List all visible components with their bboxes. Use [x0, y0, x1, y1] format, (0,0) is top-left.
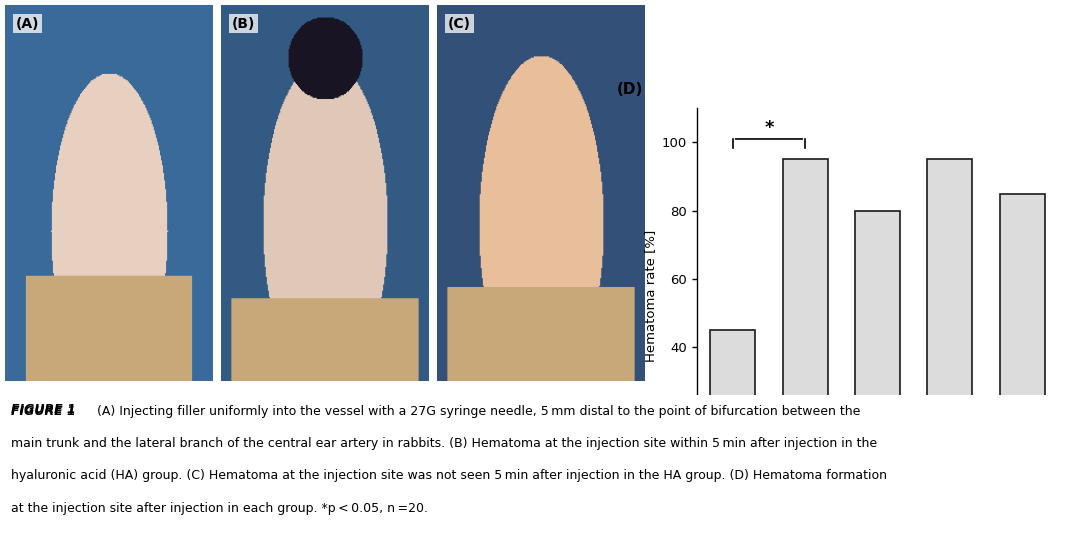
Bar	[783, 160, 827, 484]
Text: FIGURE 1: FIGURE 1	[11, 403, 84, 416]
Bar	[928, 160, 972, 484]
Text: (A) Injecting filler uniformly into the vessel with a 27G syringe needle, 5 mm d: (A) Injecting filler uniformly into the …	[89, 405, 860, 418]
Y-axis label: Hematoma rate [%]: Hematoma rate [%]	[645, 230, 658, 362]
Text: *: *	[765, 119, 773, 137]
Text: main trunk and the lateral branch of the central ear artery in rabbits. (B) Hema: main trunk and the lateral branch of the…	[11, 437, 877, 450]
Text: (B): (B)	[232, 17, 255, 31]
Text: FIGURE 1: FIGURE 1	[11, 405, 76, 418]
Text: (D): (D)	[617, 82, 644, 97]
Bar	[711, 331, 755, 484]
Bar	[1000, 194, 1044, 484]
Text: (C): (C)	[448, 17, 471, 31]
Text: (A): (A)	[16, 17, 39, 31]
Text: at the injection site after injection in each group. *p < 0.05, n = 20.: at the injection site after injection in…	[11, 502, 428, 514]
Text: hyaluronic acid (HA) group. (C) Hematoma at the injection site was not seen 5 mi: hyaluronic acid (HA) group. (C) Hematoma…	[11, 470, 887, 483]
Bar	[855, 211, 900, 484]
